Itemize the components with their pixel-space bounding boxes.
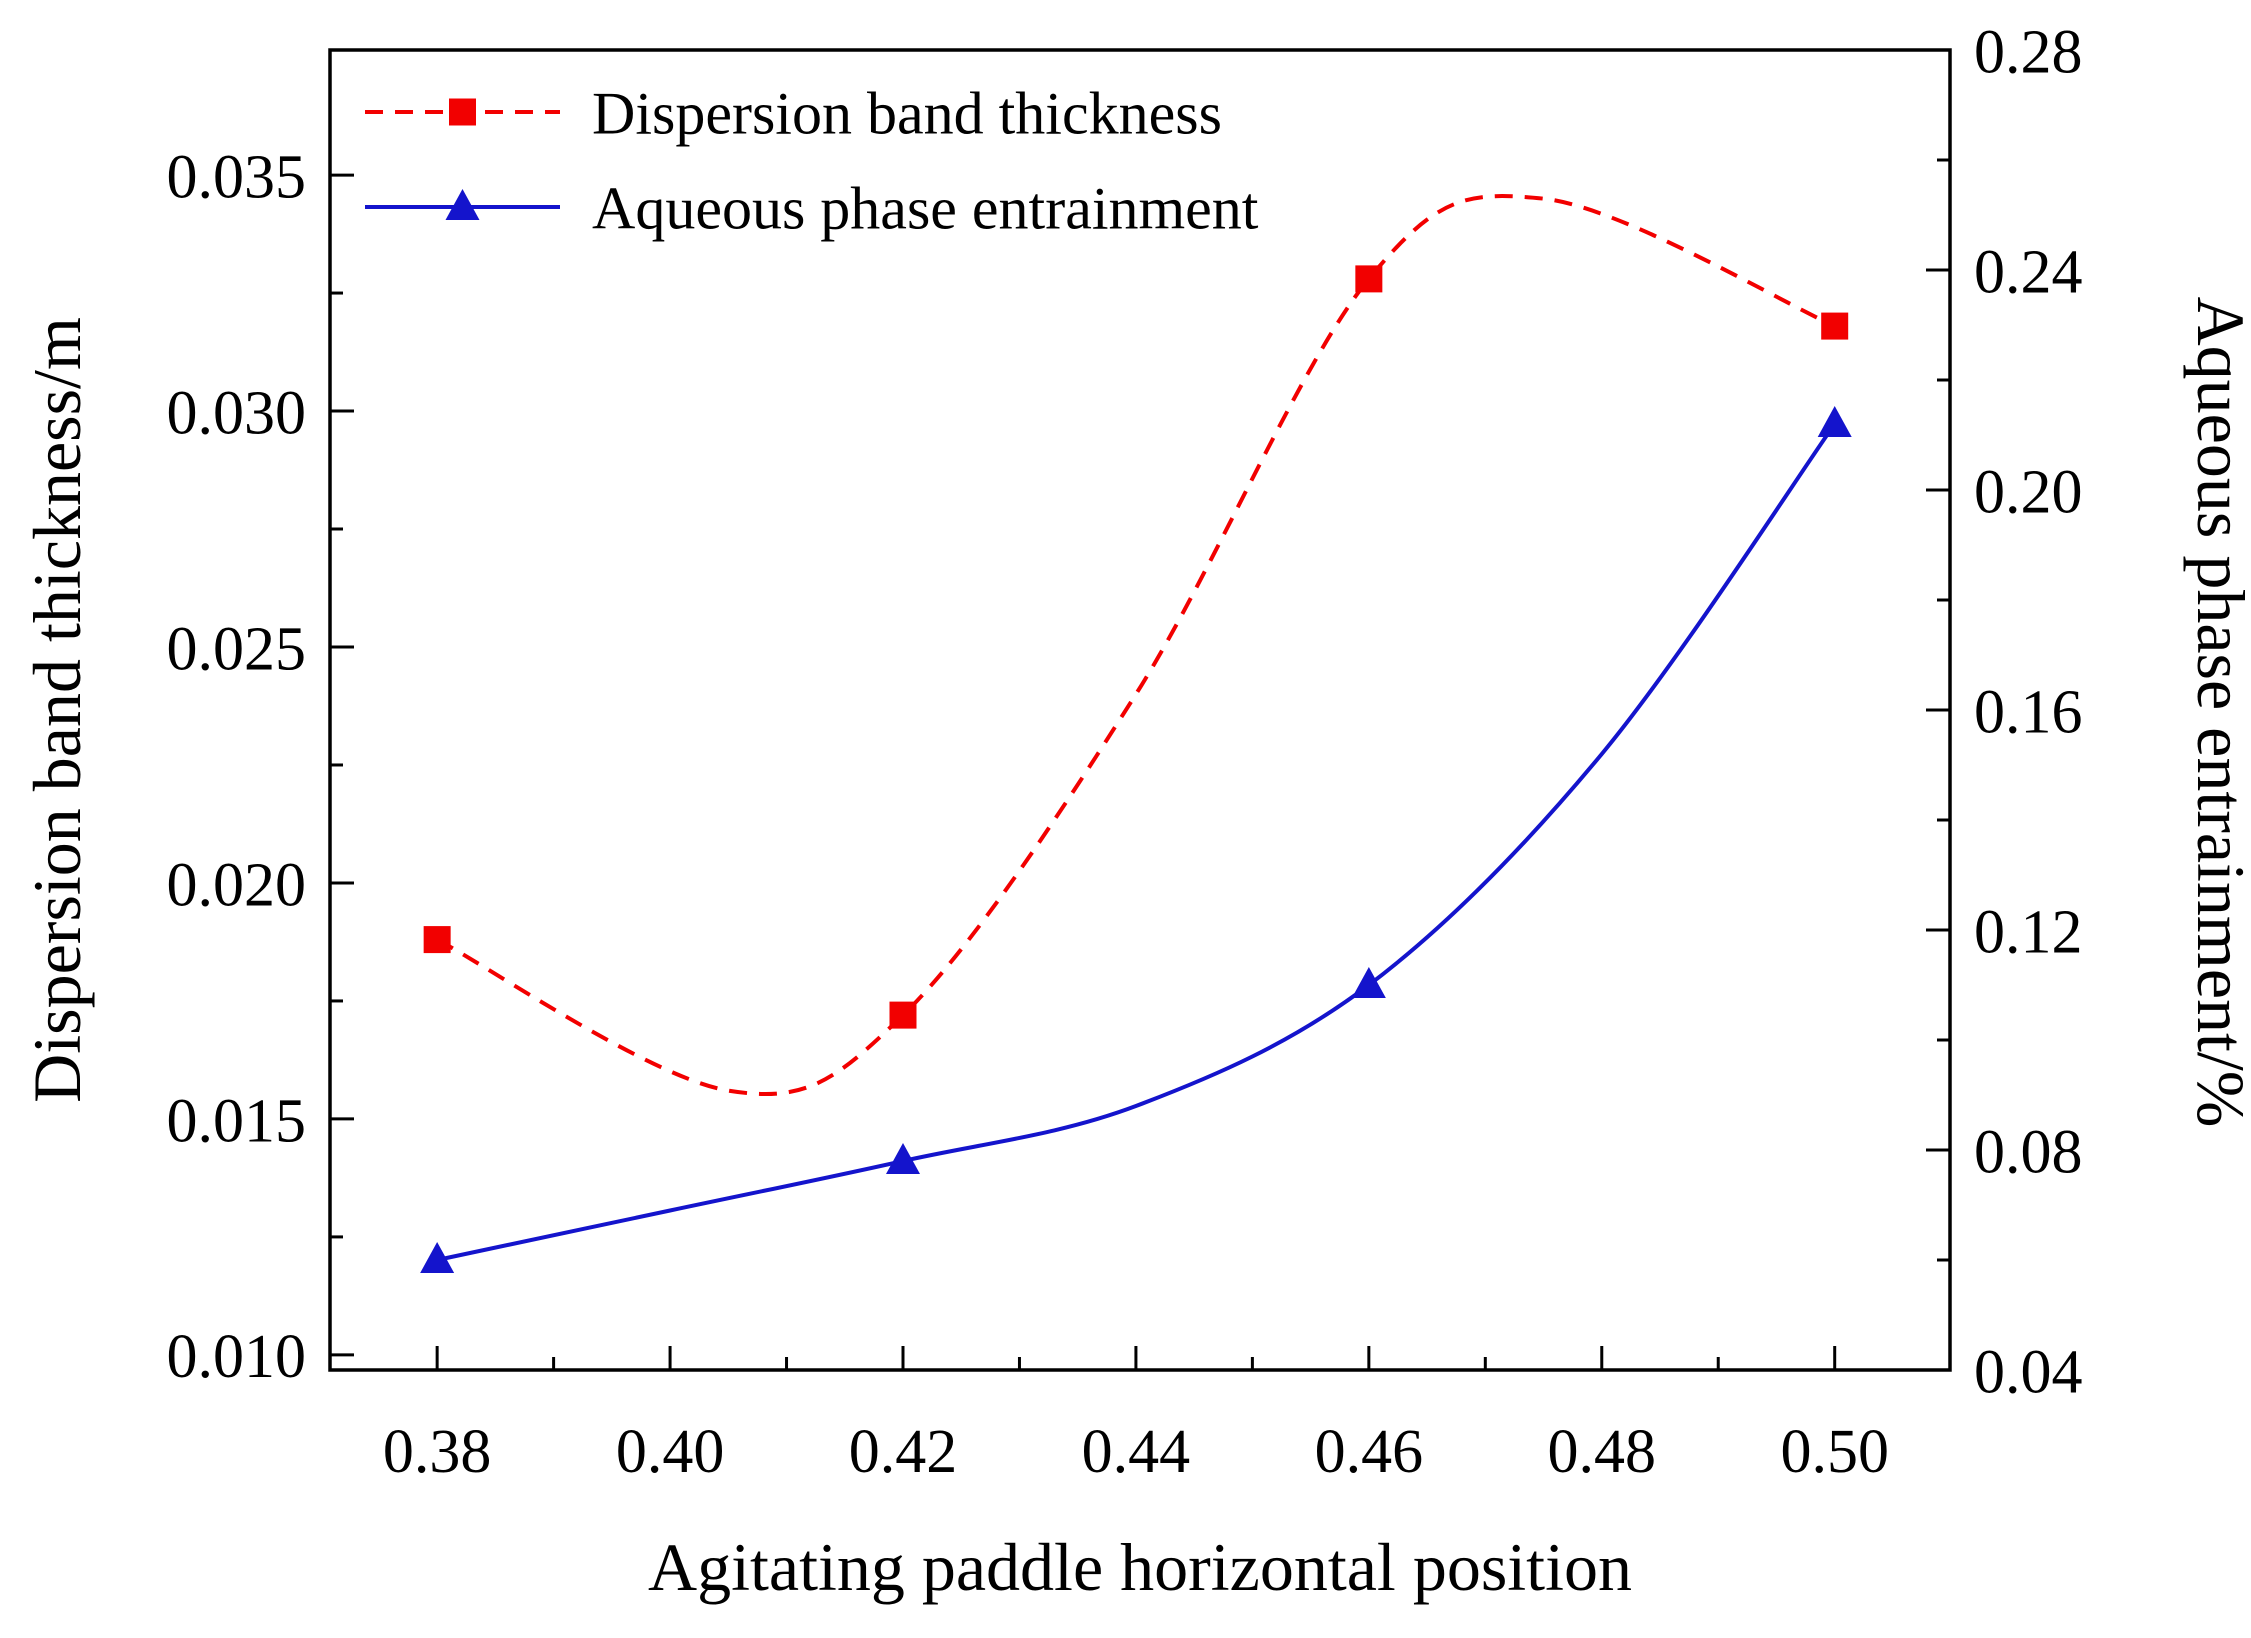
series-1-marker <box>1351 967 1386 998</box>
series-0-marker <box>1355 265 1383 293</box>
x-tick-label: 0.40 <box>616 1418 725 1486</box>
legend-item-label: Dispersion band thickness <box>592 81 1222 147</box>
left-tick-label: 0.025 <box>167 615 307 683</box>
x-tick-label: 0.42 <box>849 1418 958 1486</box>
left-tick-label: 0.035 <box>167 143 307 211</box>
left-tick-label: 0.020 <box>167 851 307 919</box>
right-tick-label: 0.04 <box>1974 1338 2083 1406</box>
series-line-1 <box>436 422 1837 1262</box>
x-tick-label: 0.44 <box>1082 1418 1191 1486</box>
right-tick-label: 0.24 <box>1974 238 2083 306</box>
legend-item-label: Aqueous phase entrainment <box>592 176 1259 242</box>
right-tick-label: 0.28 <box>1974 18 2083 86</box>
series-1-marker <box>885 1143 920 1174</box>
x-tick-label: 0.50 <box>1780 1418 1889 1486</box>
right-tick-label: 0.08 <box>1974 1118 2083 1186</box>
x-axis-title: Agitating paddle horizontal position <box>648 1529 1632 1605</box>
legend-marker <box>449 98 476 126</box>
left-tick-label: 0.030 <box>167 379 307 447</box>
series-line-0 <box>436 194 1836 1096</box>
right-tick-label: 0.20 <box>1974 458 2083 526</box>
left-tick-label: 0.015 <box>167 1087 307 1155</box>
x-tick-label: 0.46 <box>1315 1418 1424 1486</box>
x-tick-label: 0.48 <box>1548 1418 1657 1486</box>
plot-frame <box>328 48 1952 1372</box>
series-1-marker <box>1817 406 1852 437</box>
series-0-marker <box>889 1001 917 1029</box>
left-axis-title: Dispersion band thickness/m <box>19 317 95 1103</box>
chart-generated-layer: 0.38 0.40 0.42 0.44 0.46 0.48 0.50 0.010 0.015 0.… <box>167 18 2083 1486</box>
series-1-marker <box>420 1242 455 1273</box>
series-0-marker <box>1821 312 1849 340</box>
right-tick-label: 0.16 <box>1974 678 2083 746</box>
legend: Dispersion band thickness Aqueous phase e… <box>365 81 1259 242</box>
right-axis-title: Aqueous phase entrainment/% <box>2183 297 2251 1128</box>
legend-marker <box>445 189 480 220</box>
left-tick-label: 0.010 <box>167 1323 307 1391</box>
x-tick-label: 0.38 <box>383 1418 492 1486</box>
right-tick-label: 0.12 <box>1974 898 2083 966</box>
series-0-marker <box>423 926 451 954</box>
